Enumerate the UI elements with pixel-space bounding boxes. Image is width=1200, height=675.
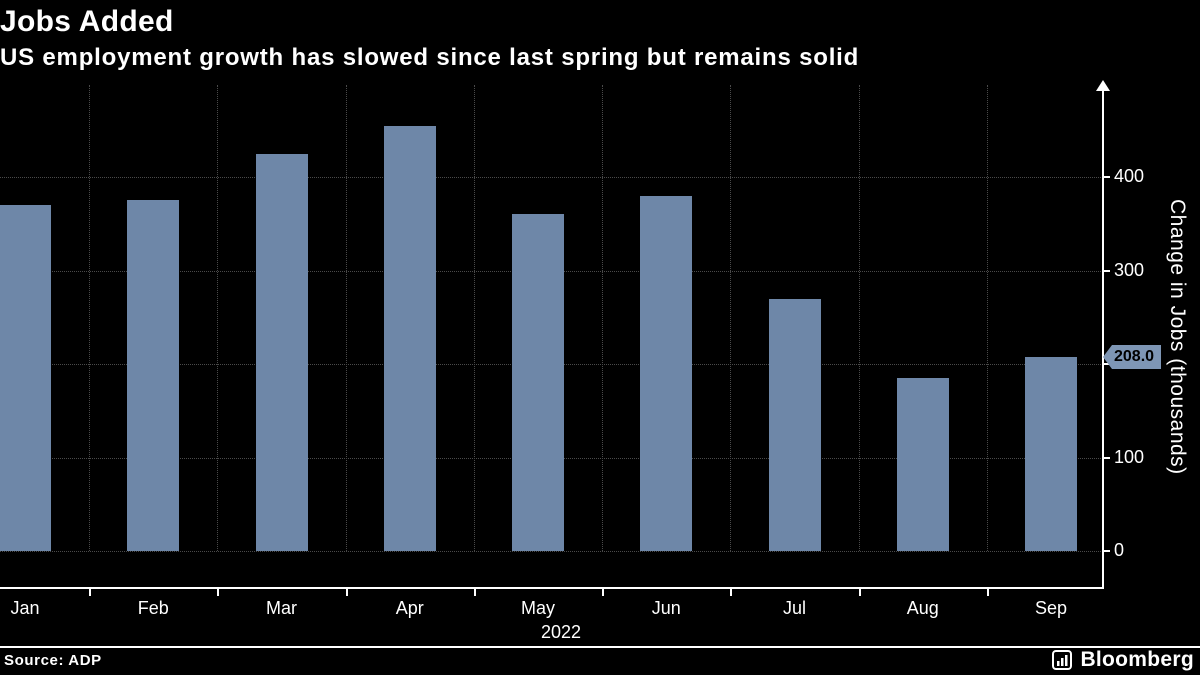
bar [768,298,821,551]
x-tick-label: Feb [137,598,169,618]
y-tick-label: 100 [1114,446,1145,467]
x-axis-line [0,587,1104,589]
x-axis-tick [858,589,861,596]
horizontal-gridline [0,551,1103,552]
bar [512,214,564,551]
bar [255,153,308,551]
vertical-gridline [986,85,988,551]
vertical-gridline [217,85,219,551]
bar [1025,356,1077,551]
badge-value: 208.0 [1112,344,1162,369]
bloomberg-logo-icon [1052,650,1073,670]
y-tick-label: 400 [1114,166,1145,186]
bloomberg-logo: Bloomberg [1052,648,1194,672]
current-value-badge: 208.0 [1103,344,1162,369]
badge-left-arrow-icon [1103,344,1112,369]
x-axis-tick [602,589,605,596]
x-tick-label: Aug [906,598,939,618]
x-tick-label: Jun [651,598,681,618]
x-tick-label: Mar [266,598,297,618]
x-axis-tick [730,589,733,596]
x-axis-tick [89,589,92,596]
y-axis-title: Change in Jobs (thousands) [1166,198,1189,475]
y-axis-tick [1103,550,1110,552]
x-tick-label: Jan [10,598,40,618]
y-tick-label: 0 [1114,540,1125,560]
axis-up-arrow-icon [1096,80,1110,91]
bar [896,378,949,551]
vertical-gridline [473,85,475,551]
y-axis-tick [1103,269,1110,272]
x-axis-tick [217,589,220,596]
bloomberg-wordmark: Bloomberg [1080,648,1194,671]
vertical-gridline [602,85,604,551]
vertical-gridline [858,85,860,551]
x-axis-year-label: 2022 [540,622,582,642]
y-axis-line [1102,88,1104,588]
vertical-gridline [345,85,347,551]
x-tick-label: Jul [782,598,807,618]
x-axis-tick [986,589,989,596]
vertical-gridline [89,85,91,551]
bar [127,200,180,551]
y-axis-tick [1103,176,1110,178]
bar [383,125,436,551]
x-axis-tick [473,589,476,596]
footer-divider [0,646,1200,648]
chart-title: Jobs Added [0,5,174,38]
y-tick-label: 300 [1114,259,1145,280]
bar [640,195,693,551]
x-tick-label: Sep [1034,598,1068,618]
bar [0,205,51,551]
source-label: Source: ADP [4,652,102,669]
x-tick-label: May [520,598,556,618]
vertical-gridline [730,85,732,551]
horizontal-gridline [0,177,1103,178]
y-axis-tick [1103,456,1110,459]
chart-subtitle: US employment growth has slowed since la… [0,44,860,71]
x-tick-label: Apr [395,598,424,618]
x-axis-tick [345,589,348,596]
